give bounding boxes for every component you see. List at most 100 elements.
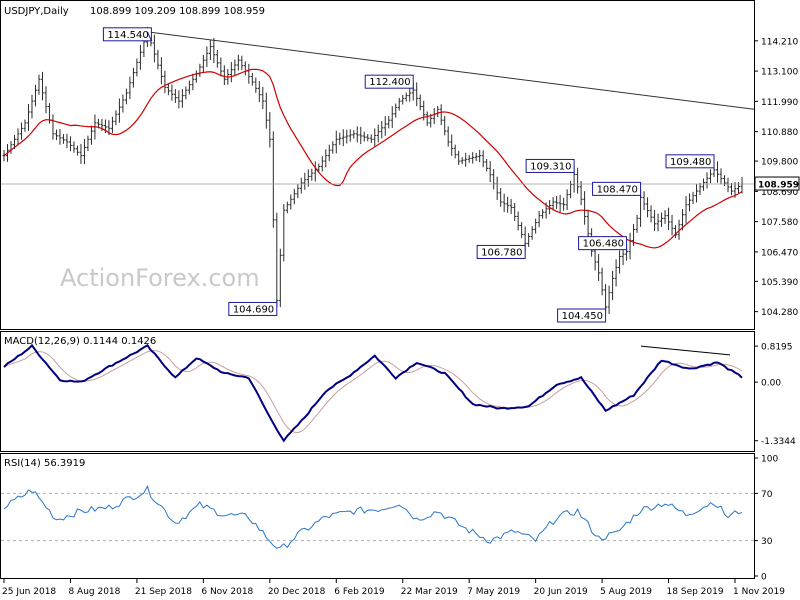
price-bar: [373, 128, 377, 147]
level-label: 108.470: [592, 181, 642, 198]
price-bar: [282, 204, 286, 262]
macd-tick-label: -1.3344: [761, 437, 796, 447]
price-bar: [635, 214, 639, 233]
price-bar: [205, 46, 209, 68]
price-bar: [37, 74, 41, 95]
price-bar: [474, 152, 478, 162]
level-label: 104.450: [557, 307, 607, 323]
price-bar: [579, 181, 583, 206]
price-bar: [250, 72, 254, 86]
price-bar: [327, 144, 331, 162]
price-bar: [40, 71, 44, 101]
price-bar: [352, 130, 356, 139]
price-bar: [212, 38, 216, 64]
level-label: 104.690: [228, 300, 278, 316]
chart-title: USDJPY,Daily: [4, 6, 69, 17]
level-label-text: 114.540: [107, 30, 148, 41]
price-bar: [72, 141, 76, 153]
price-bar: [334, 130, 338, 154]
price-bar: [660, 212, 664, 227]
macd-signal-line: [3, 349, 743, 434]
x-tick-label: 22 Mar 2019: [401, 587, 458, 597]
price-bar: [565, 189, 569, 211]
level-label-text: 106.780: [481, 247, 522, 258]
price-bar: [61, 134, 65, 144]
price-tick-label: 111.990: [761, 98, 798, 108]
rsi-tick-label: 0: [761, 573, 767, 583]
rsi-tick-label: 100: [761, 455, 778, 465]
price-bar: [79, 143, 83, 164]
price-bar: [527, 233, 531, 247]
price-bar: [264, 92, 268, 129]
level-label: 109.480: [665, 154, 715, 170]
price-bar: [397, 97, 401, 111]
price-bar: [268, 111, 272, 148]
price-bar: [159, 57, 163, 85]
price-bar: [289, 194, 293, 210]
rsi-label: RSI(14) 56.3919: [4, 458, 85, 469]
price-bar: [537, 210, 541, 228]
price-bar: [443, 115, 447, 136]
x-tick-label: 5 Aug 2019: [600, 587, 652, 597]
price-bar: [551, 196, 555, 211]
price-bar: [446, 126, 450, 147]
price-tick-label: 104.280: [761, 308, 798, 318]
price-bar: [401, 94, 405, 105]
price-bar: [121, 94, 125, 113]
price-bar: [240, 55, 244, 71]
price-bar: [89, 125, 93, 145]
price-bar: [163, 70, 167, 94]
x-tick-label: 25 Jun 2018: [2, 587, 56, 597]
price-bar: [719, 168, 723, 185]
price-bar: [457, 150, 461, 165]
price-bar: [695, 184, 699, 203]
price-bar: [499, 188, 503, 207]
price-bar: [65, 133, 69, 149]
price-bar: [460, 157, 464, 165]
price-tick-label: 109.800: [761, 158, 798, 168]
price-bar: [642, 191, 646, 211]
price-bar: [562, 197, 566, 211]
price-bar: [292, 188, 296, 205]
price-bar: [439, 104, 443, 126]
rsi-tick-label: 30: [761, 537, 773, 547]
price-bar: [359, 126, 363, 145]
price-bar: [110, 116, 114, 133]
price-bar: [341, 129, 345, 147]
price-bar: [541, 209, 545, 219]
price-bar: [82, 138, 86, 165]
price-bar: [16, 128, 20, 145]
moving-average-line: [3, 68, 743, 249]
price-bar: [131, 67, 135, 88]
x-tick-label: 6 Nov 2018: [201, 587, 253, 597]
price-bar: [362, 131, 366, 142]
x-tick-label: 1 Nov 2019: [733, 587, 785, 597]
price-bar: [450, 134, 454, 156]
price-bar: [96, 118, 100, 129]
price-bar: [180, 88, 184, 108]
price-bar: [114, 110, 118, 126]
price-bar: [128, 76, 132, 99]
price-bar: [390, 106, 394, 128]
price-bar: [208, 39, 212, 61]
price-bar: [201, 54, 205, 73]
level-label-text: 108.470: [597, 184, 638, 195]
price-bar: [597, 253, 601, 281]
price-bar: [261, 86, 265, 109]
price-bar: [464, 152, 468, 167]
macd-panel: [0, 331, 755, 452]
price-bar: [229, 61, 233, 83]
current-price-box: [754, 176, 800, 191]
price-bar: [702, 178, 706, 191]
macd-divergence-line: [640, 345, 731, 356]
price-bar: [467, 154, 471, 163]
price-bar: [404, 92, 408, 102]
level-label: 106.780: [476, 243, 526, 259]
price-tick-label: 105.390: [761, 278, 798, 288]
price-bar: [320, 156, 324, 172]
price-bar: [684, 196, 688, 224]
price-bar: [233, 59, 237, 76]
price-bar: [380, 121, 384, 139]
price-bar: [383, 116, 387, 136]
price-bar: [54, 129, 58, 141]
